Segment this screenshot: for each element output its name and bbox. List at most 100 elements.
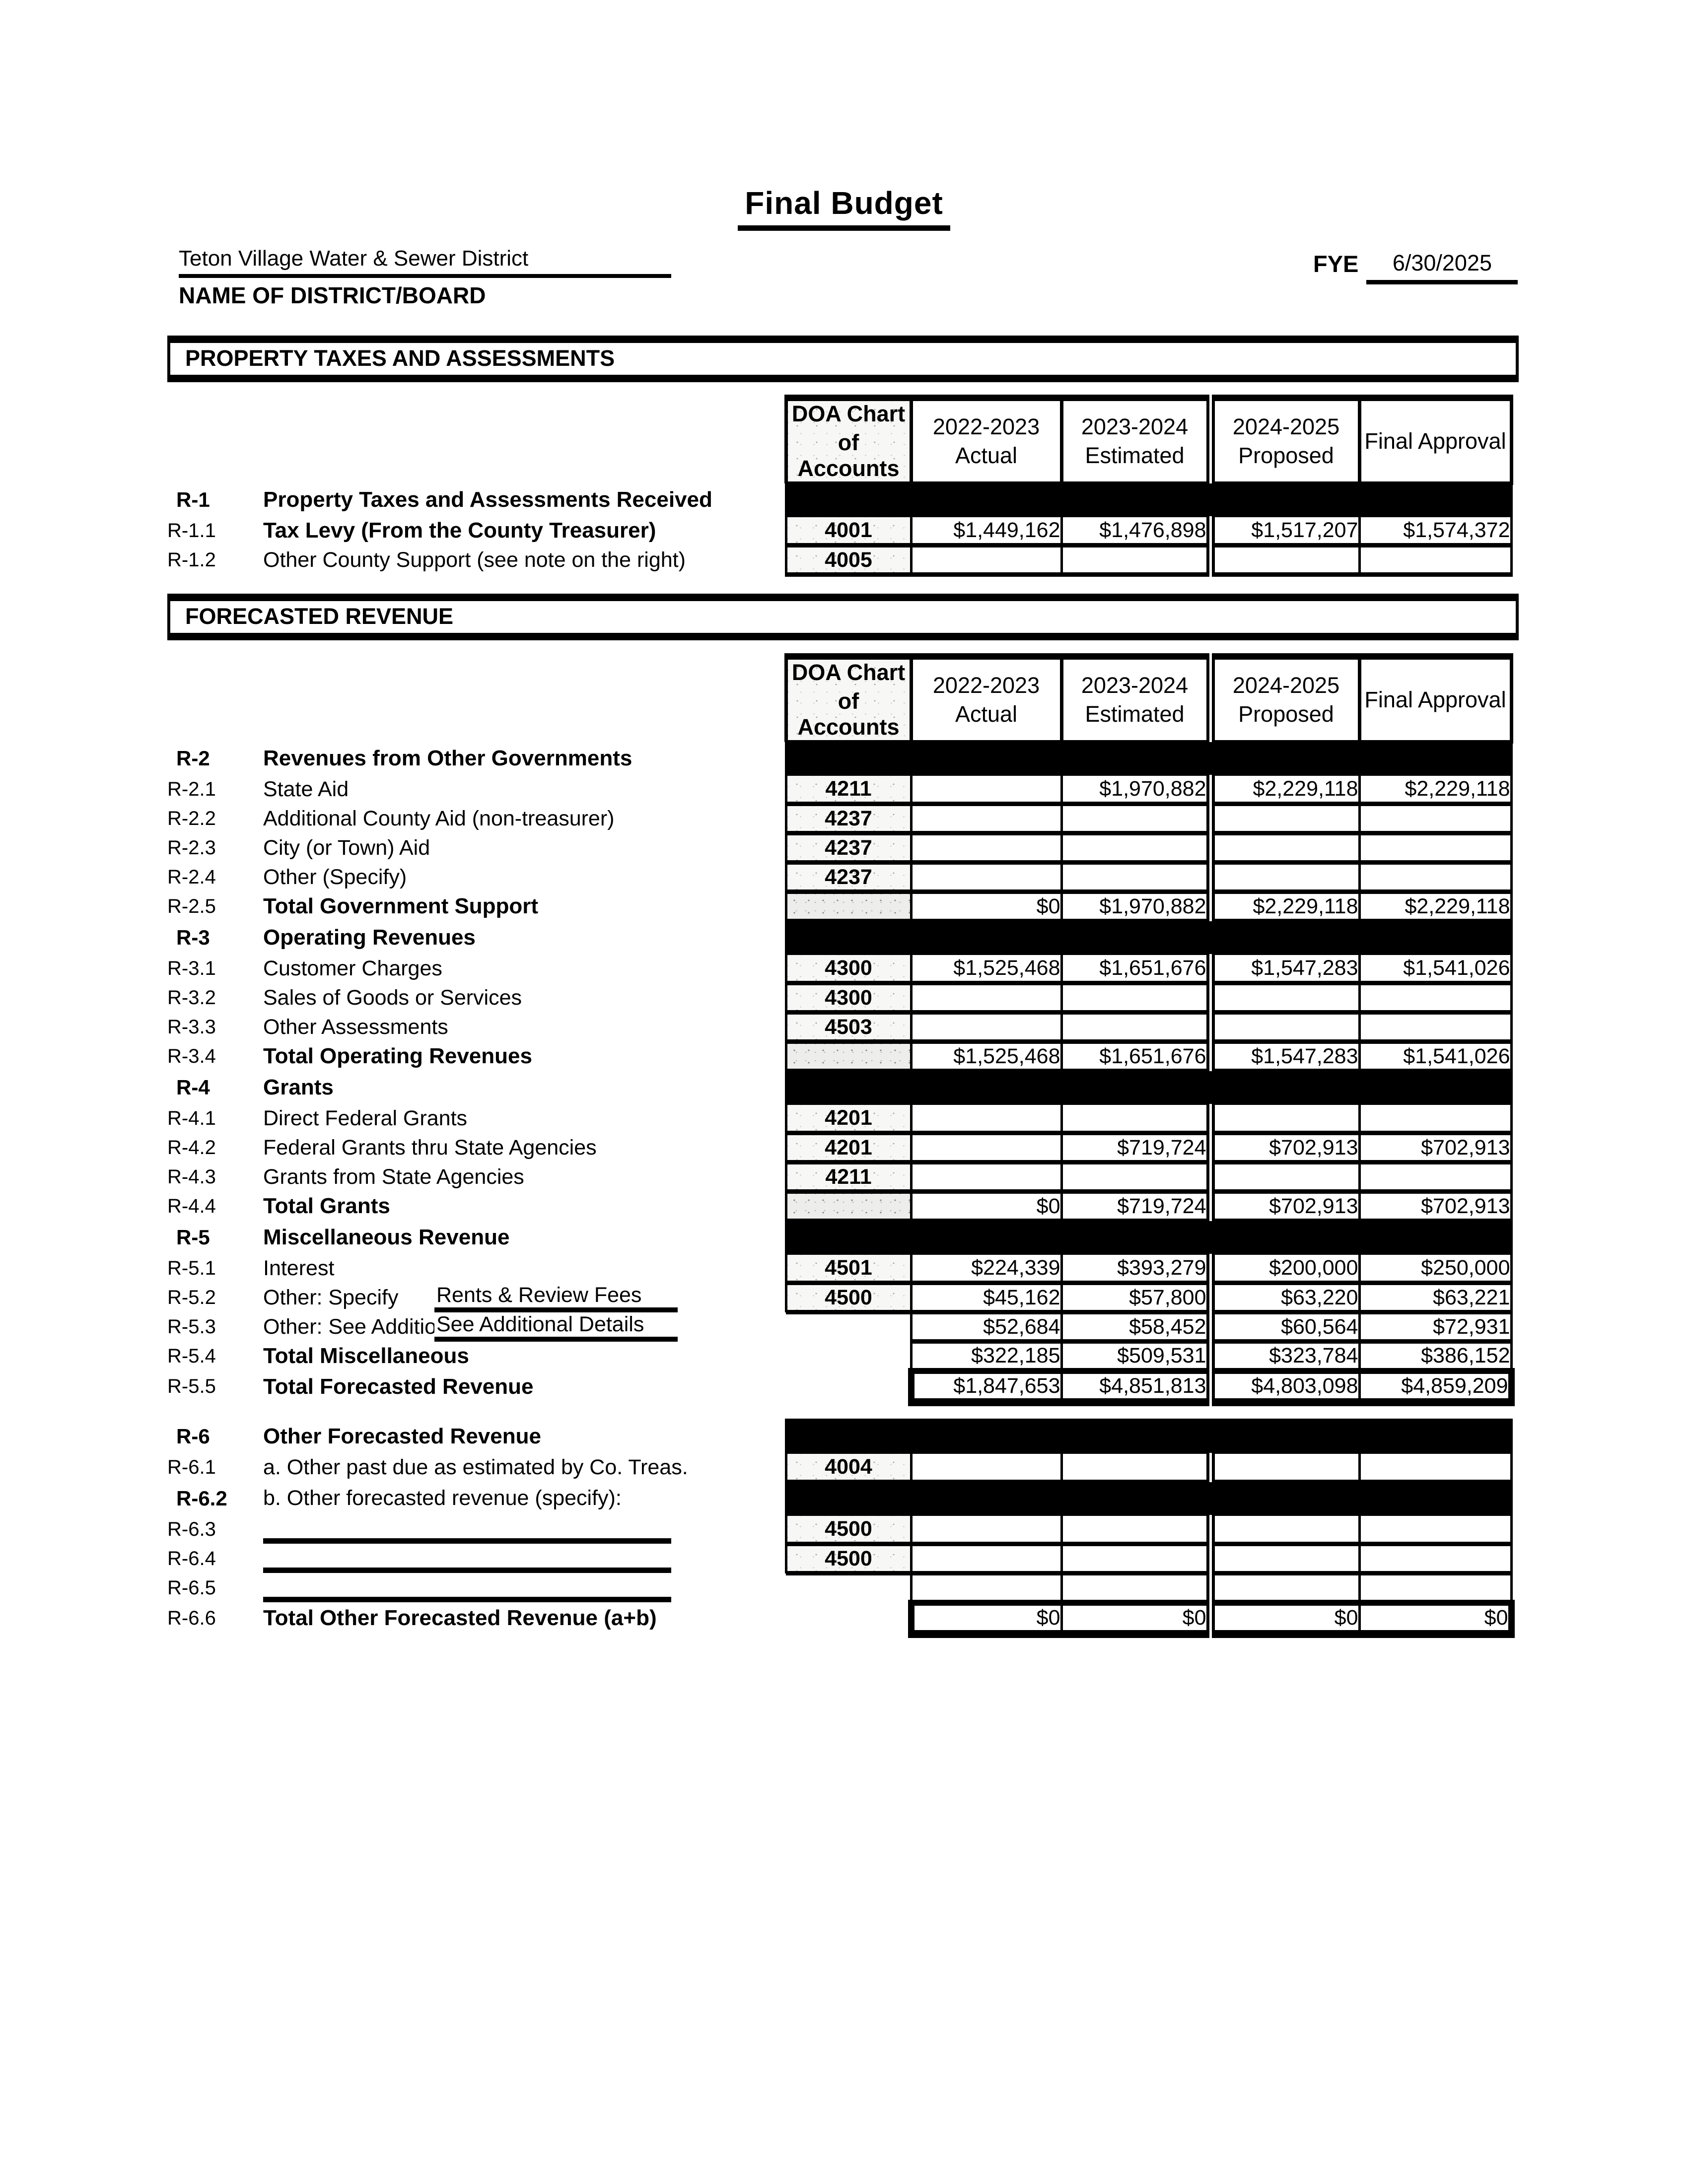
row-label-text: a. Other past due as estimated by Co. Tr… (263, 1455, 688, 1479)
row-label-text: Total Forecasted Revenue (263, 1374, 534, 1399)
doa-code-cell: 4211 (784, 1161, 913, 1194)
table-row: R-6.1 a. Other past due as estimated by C… (167, 1451, 1513, 1484)
year-column-header: 2022-2023 Actual (909, 653, 1063, 744)
row-number: R-3.4 (167, 1041, 263, 1071)
row-label-text: Total Grants (263, 1194, 390, 1218)
header-line: of Accounts (797, 430, 900, 481)
row-label: Other Forecasted Revenue (263, 1420, 786, 1453)
row-label: Property Taxes and Assessments Received (263, 483, 786, 516)
row-label: Additional County Aid (non-treasurer) (263, 804, 786, 833)
value-cell: $58,452 (1060, 1311, 1212, 1344)
table-row: R-3.4 Total Operating Revenues $1,525,468 $… (167, 1040, 1513, 1073)
row-label: Sales of Goods or Services (263, 983, 786, 1013)
header-line: of Accounts (797, 688, 900, 740)
value-cell (1206, 1513, 1361, 1546)
row-label-text: Grants from State Agencies (263, 1164, 524, 1189)
specify-entry: Rents & Review Fees (434, 1283, 678, 1312)
no-doa-cell (786, 1602, 911, 1634)
row-number: R-4.4 (167, 1191, 263, 1221)
value-cell (1206, 803, 1361, 835)
black-band (784, 1070, 1513, 1105)
district-block: Teton Village Water & Sewer District NAM… (179, 246, 671, 309)
table-row: R-3.2 Sales of Goods or Services 4300 (167, 982, 1513, 1015)
value-cell: $4,803,098 (1206, 1368, 1361, 1406)
value-cell (1358, 832, 1513, 865)
row-label: Total Other Forecasted Revenue (a+b) (263, 1602, 786, 1634)
value-cell: $2,229,118 (1206, 773, 1361, 806)
table-row: R-3 Operating Revenues (167, 920, 1513, 955)
value-cell (1358, 544, 1513, 577)
row-number: R-6 (167, 1420, 263, 1453)
header-line: Final Approval (1364, 428, 1506, 454)
row-number: R-6.4 (167, 1544, 263, 1573)
row-number: R-2.3 (167, 833, 263, 863)
row-label-text: Operating Revenues (263, 925, 476, 950)
header-line: 2024-2025 (1232, 673, 1340, 698)
header-line: 2024-2025 (1232, 414, 1340, 439)
doa-chart-of-accounts-header: DOA Chart of Accounts (784, 395, 913, 485)
value-cell: $57,800 (1060, 1282, 1212, 1314)
table-row: R-5.3 Other: See Additio See Additional De… (167, 1311, 1513, 1344)
doa-code-cell: 4300 (784, 982, 913, 1015)
black-band (784, 1419, 1513, 1454)
header-spacer (167, 656, 263, 742)
header-line: Actual (955, 701, 1018, 727)
value-cell (910, 1102, 1063, 1135)
value-cell (1358, 1572, 1513, 1605)
value-cell (1358, 1011, 1513, 1044)
other-forecasted-revenue-table: R-6 Other Forecasted Revenue R-6.1 a. Other… (167, 1419, 1515, 1638)
value-cell (1358, 1543, 1513, 1575)
value-cell (910, 1543, 1063, 1575)
doa-code-cell: 4500 (784, 1282, 913, 1314)
table-row: R-1.2 Other County Support (see note on t… (167, 544, 1513, 577)
row-label-text: Total Miscellaneous (263, 1344, 469, 1368)
table-row: R-2.2 Additional County Aid (non-treasure… (167, 803, 1513, 835)
row-number: R-3.1 (167, 954, 263, 983)
value-cell: $1,651,676 (1060, 1040, 1212, 1073)
value-cell: $1,517,207 (1206, 515, 1361, 547)
row-label: Total Operating Revenues (263, 1041, 786, 1071)
no-doa-cell (786, 1573, 911, 1603)
row-label: Total Government Support (263, 891, 786, 921)
value-cell (1060, 803, 1212, 835)
table-row: R-4 Grants (167, 1070, 1513, 1105)
value-cell (1060, 1451, 1212, 1484)
header-line: 2022-2023 (932, 414, 1040, 439)
doa-code-cell (784, 890, 913, 923)
value-cell: $4,859,209 (1358, 1368, 1515, 1406)
row-label-text: Other Forecasted Revenue (263, 1424, 541, 1448)
doa-code-cell: 4300 (784, 953, 913, 985)
table-row: R-4.1 Direct Federal Grants 4201 (167, 1102, 1513, 1135)
value-cell: $72,931 (1358, 1311, 1513, 1344)
table-row: R-6.6 Total Other Forecasted Revenue (a+b… (167, 1599, 1515, 1638)
district-name: Teton Village Water & Sewer District (179, 246, 671, 278)
row-number: R-5.4 (167, 1341, 263, 1371)
value-cell (1206, 982, 1361, 1015)
row-label: Customer Charges (263, 954, 786, 983)
value-cell (910, 861, 1063, 894)
row-label: Total Miscellaneous (263, 1341, 786, 1371)
row-label (263, 1544, 786, 1573)
row-label-text: Other: See Additio (263, 1314, 436, 1339)
value-cell: $2,229,118 (1206, 890, 1361, 923)
value-cell (1358, 982, 1513, 1015)
table-row: R-6.2 b. Other forecasted revenue (specif… (167, 1481, 1513, 1516)
value-cell: $1,449,162 (910, 515, 1063, 547)
row-label: Total Forecasted Revenue (263, 1371, 786, 1402)
value-cell: $509,531 (1060, 1340, 1212, 1373)
forecasted-revenue-table: DOA Chart of Accounts 2022-2023 Actual 2023-… (167, 653, 1515, 1406)
table-row: R-2.5 Total Government Support $0 $1,970,88… (167, 890, 1513, 923)
no-doa-cell (786, 1341, 911, 1371)
header-line: Estimated (1085, 443, 1185, 468)
row-label: Other (Specify) (263, 862, 786, 892)
row-label: Total Grants (263, 1191, 786, 1221)
doa-code-cell: 4004 (784, 1451, 913, 1484)
value-cell: $0 (1206, 1599, 1361, 1638)
row-label: Revenues from Other Governments (263, 742, 786, 775)
specify-entry: See Additional Details (434, 1312, 678, 1342)
row-label: Interest (263, 1253, 786, 1283)
table-row: R-5.5 Total Forecasted Revenue $1,847,653 $… (167, 1368, 1515, 1406)
row-number: R-6.1 (167, 1452, 263, 1482)
row-number: R-6.5 (167, 1573, 263, 1603)
